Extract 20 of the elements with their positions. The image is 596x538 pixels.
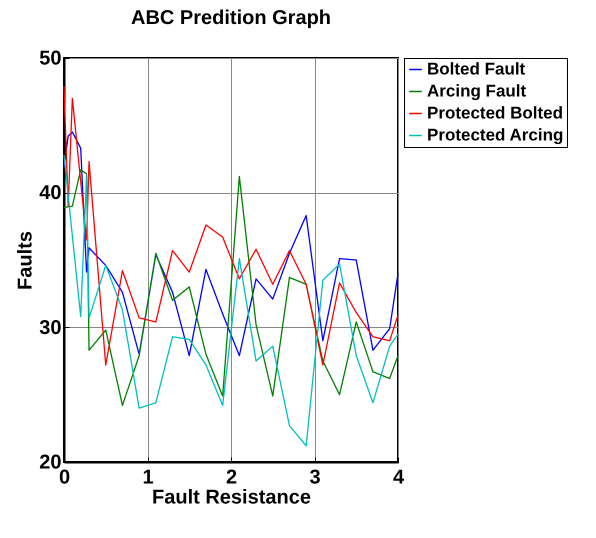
x-tick-label: 1 bbox=[142, 466, 154, 488]
legend-label: Bolted Fault bbox=[427, 60, 526, 78]
y-tick-label: 20 bbox=[39, 452, 62, 474]
legend-label: Arcing Fault bbox=[427, 82, 527, 100]
line-series bbox=[63, 169, 399, 406]
x-tick-label: 3 bbox=[309, 466, 321, 488]
y-tick-label: 50 bbox=[39, 48, 62, 70]
legend-label: Protected Arcing bbox=[427, 126, 564, 144]
chart-title: ABC Predition Graph bbox=[130, 7, 332, 29]
y-tick-label: 40 bbox=[39, 182, 62, 204]
x-tick-label: 0 bbox=[58, 466, 70, 488]
y-axis-title: Faults bbox=[14, 231, 36, 290]
legend-label: Protected Bolted bbox=[427, 104, 564, 122]
x-tick-label: 2 bbox=[226, 466, 238, 488]
x-tick-label: 4 bbox=[392, 466, 405, 488]
line-series bbox=[63, 154, 399, 446]
x-axis-title: Fault Resistance bbox=[152, 486, 311, 508]
line-series bbox=[63, 86, 399, 366]
line-series bbox=[63, 131, 399, 356]
y-tick-label: 30 bbox=[39, 316, 62, 339]
